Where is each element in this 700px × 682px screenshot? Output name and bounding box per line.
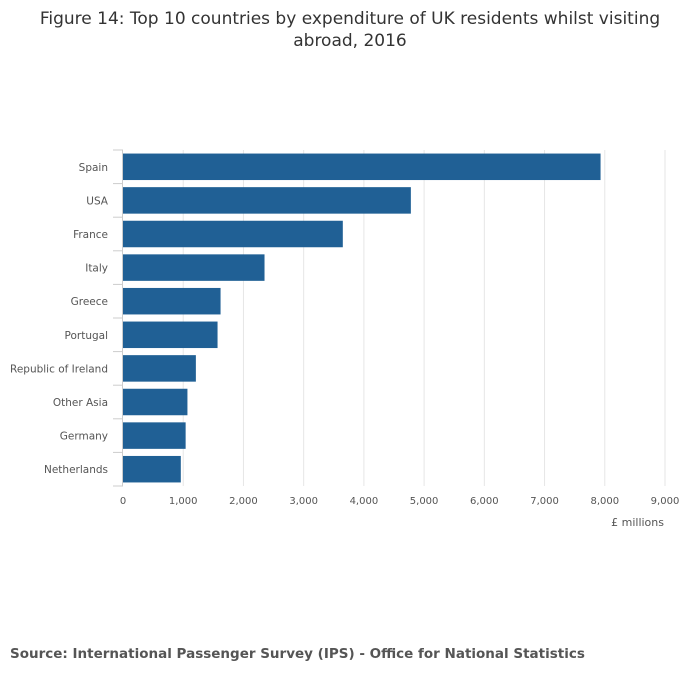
category-label: France	[73, 229, 108, 241]
x-tick-label: 1,000	[169, 496, 198, 507]
chart-title: Figure 14: Top 10 countries by expenditu…	[39, 9, 661, 51]
category-label: Germany	[60, 431, 108, 443]
source-note: Source: International Passenger Survey (…	[10, 646, 585, 662]
bar	[123, 254, 265, 281]
category-label: Greece	[71, 296, 108, 308]
category-label: Netherlands	[44, 464, 108, 476]
bars	[123, 153, 601, 483]
x-tick-label: 2,000	[229, 496, 258, 507]
category-label: Republic of Ireland	[10, 363, 108, 375]
x-axis-title: £ millions	[611, 516, 664, 529]
bar	[123, 287, 221, 315]
category-label: Portugal	[65, 330, 109, 342]
bar	[123, 321, 218, 349]
x-tick-label: 3,000	[289, 496, 318, 507]
category-label: USA	[86, 195, 109, 207]
category-label: Italy	[85, 263, 108, 275]
x-tick-label: 5,000	[410, 496, 439, 507]
x-tick-label: 8,000	[590, 496, 619, 507]
x-tick-label: 6,000	[470, 496, 499, 507]
x-tick-label: 4,000	[350, 496, 379, 507]
bar	[123, 153, 601, 181]
bar	[123, 220, 343, 248]
bar	[123, 187, 411, 214]
axes: 0 1,000 2,000 3,000 4,000 5,000 6,000 7,000 8,00…	[10, 149, 680, 507]
x-tick-label: 9,000	[651, 496, 680, 507]
bar	[123, 455, 181, 483]
x-tick-label: 7,000	[530, 496, 559, 507]
category-label: Other Asia	[53, 397, 108, 409]
bar	[123, 355, 196, 382]
category-label: Spain	[79, 162, 108, 174]
bar	[123, 422, 186, 449]
x-tick-label: 0	[120, 496, 126, 507]
bar	[123, 388, 188, 416]
